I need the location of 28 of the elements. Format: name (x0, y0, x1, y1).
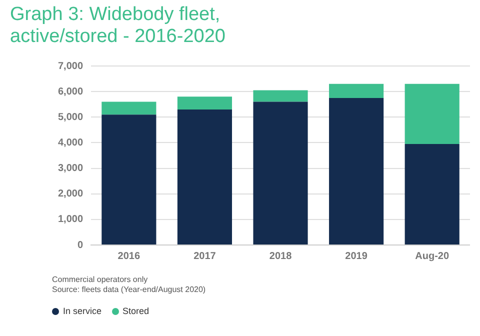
bar (102, 114, 156, 244)
bar (177, 96, 232, 110)
text: Commercial operators only (52, 275, 149, 285)
bar (253, 102, 308, 244)
x-tick-label: Aug-20 (415, 250, 450, 262)
y-tick-label: 4,000 (58, 137, 84, 148)
y-tick-label: 5,000 (58, 112, 84, 123)
chart-title: Graph 3: Widebody fleet, active/stored - 2016-2020 (10, 4, 226, 48)
bar (329, 84, 384, 98)
legend-label: Stored (122, 306, 150, 316)
bar (102, 102, 156, 115)
y-tick-label: 0 (77, 240, 84, 251)
y-tick-label: 2,000 (58, 188, 84, 200)
x-tick-label: 2017 (194, 250, 216, 262)
y-tick-label: 6,000 (58, 86, 84, 98)
y-tick-label: 3,000 (58, 163, 84, 174)
bar (329, 98, 384, 244)
bar (404, 84, 460, 144)
bar (177, 109, 232, 244)
y-tick-label: 7,000 (58, 60, 84, 72)
legend-label: In service (62, 306, 102, 316)
source-note: Source: fleets data (Year-end/August 2020) (52, 285, 206, 295)
x-tick-label: 2019 (345, 250, 368, 262)
x-tick-label: 2018 (269, 250, 292, 262)
x-tick-label: 2016 (118, 250, 140, 262)
y-tick-label: 1,000 (58, 214, 84, 226)
bar (253, 90, 308, 102)
bar (404, 144, 460, 244)
